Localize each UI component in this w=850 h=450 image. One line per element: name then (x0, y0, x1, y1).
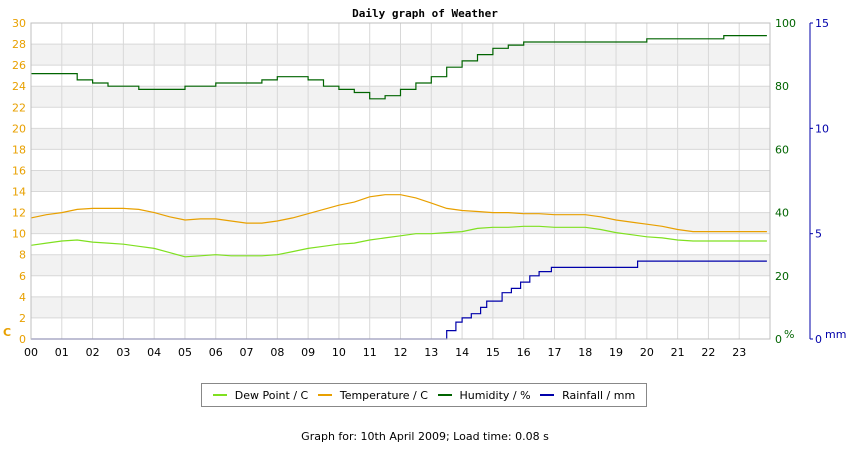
legend-swatch-temperature (317, 394, 332, 396)
humidity-tick-label: 100 (775, 17, 796, 30)
x-tick-label: 16 (517, 346, 531, 359)
left-tick-label: 28 (12, 38, 26, 51)
legend-swatch-humidity (437, 394, 452, 396)
x-tick-label: 05 (178, 346, 192, 359)
legend-label-humidity: Humidity / % (459, 388, 531, 402)
left-tick-label: 6 (19, 270, 26, 283)
left-tick-label: 8 (19, 249, 26, 262)
x-tick-label: 10 (332, 346, 346, 359)
left-tick-label: 4 (19, 291, 26, 304)
x-tick-label: 17 (547, 346, 561, 359)
humidity-tick-label: 80 (775, 80, 789, 93)
legend-item-humidity: Humidity / % (437, 388, 531, 402)
legend-swatch-dew-point (212, 394, 227, 396)
legend-label-temperature: Temperature / C (339, 388, 428, 402)
chart-svg: Daily graph of Weather 00 01 02 03 04 05 06 07 0… (3, 7, 846, 359)
x-tick-label: 06 (209, 346, 223, 359)
humidity-tick-label: 60 (775, 143, 789, 156)
left-tick-label: 2 (19, 312, 26, 325)
x-tick-label: 18 (578, 346, 592, 359)
left-tick-label: 22 (12, 101, 26, 114)
rainfall-axis-unit-label: mm (825, 328, 846, 341)
legend-swatch-rainfall (540, 394, 555, 396)
axes-group: 00 01 02 03 04 05 06 07 08 09 10 11 12 13 14 15 16 17 18 19… (12, 17, 829, 359)
x-tick-label: 00 (24, 346, 38, 359)
left-tick-label: 0 (19, 333, 26, 346)
x-tick-label: 07 (240, 346, 254, 359)
x-tick-label: 01 (55, 346, 69, 359)
left-tick-label: 26 (12, 59, 26, 72)
x-tick-label: 23 (732, 346, 746, 359)
left-tick-label: 20 (12, 122, 26, 135)
x-tick-label: 03 (116, 346, 130, 359)
x-tick-label: 09 (301, 346, 315, 359)
x-tick-label: 15 (486, 346, 500, 359)
humidity-tick-label: 0 (775, 333, 782, 346)
left-tick-label: 12 (12, 207, 26, 220)
series-line-humidity (31, 35, 767, 100)
humidity-tick-label: 20 (775, 270, 789, 283)
series-line-rainfall (31, 260, 767, 340)
rainfall-tick-label: 0 (815, 333, 822, 346)
chart-title: Daily graph of Weather (352, 7, 498, 20)
rainfall-tick-label: 10 (815, 122, 829, 135)
rainfall-tick-label: 5 (815, 228, 822, 241)
grid-lines (31, 22, 770, 340)
legend-item-rainfall: Rainfall / mm (540, 389, 635, 402)
left-tick-label: 30 (12, 17, 26, 30)
series-line-temperature (30, 194, 767, 233)
legend-label-dew-point: Dew Point / C (234, 388, 309, 402)
series-line-dew-point (30, 225, 767, 258)
legend-label-rainfall: Rainfall / mm (562, 388, 636, 402)
left-axis-unit-label: C (3, 326, 11, 339)
plot-frame (30, 22, 771, 340)
x-tick-label: 11 (363, 346, 377, 359)
left-tick-label: 10 (12, 228, 26, 241)
x-tick-label: 08 (270, 346, 284, 359)
x-tick-label: 22 (701, 346, 715, 359)
x-tick-label: 12 (394, 346, 408, 359)
legend: Dew Point / C Temperature / C Humidity /… (201, 383, 647, 407)
humidity-tick-label: 40 (775, 207, 789, 220)
x-tick-label: 21 (671, 346, 685, 359)
x-tick-label: 19 (609, 346, 623, 359)
left-tick-label: 14 (12, 186, 26, 199)
left-tick-label: 24 (12, 80, 26, 93)
rainfall-tick-label: 15 (815, 17, 829, 30)
humidity-axis-unit-label: % (784, 328, 794, 341)
left-tick-label: 18 (12, 143, 26, 156)
left-tick-label: 16 (12, 164, 26, 177)
footer-text: Graph for: 10th April 2009; Load time: 0… (301, 430, 549, 443)
series-group (30, 35, 767, 340)
x-tick-label: 20 (640, 346, 654, 359)
x-tick-label: 02 (86, 346, 100, 359)
legend-item-temperature: Temperature / C (317, 388, 428, 402)
x-tick-label: 14 (455, 346, 469, 359)
legend-item-dew-point: Dew Point / C (212, 388, 309, 402)
x-tick-label: 13 (424, 346, 438, 359)
x-tick-label: 04 (147, 346, 161, 359)
